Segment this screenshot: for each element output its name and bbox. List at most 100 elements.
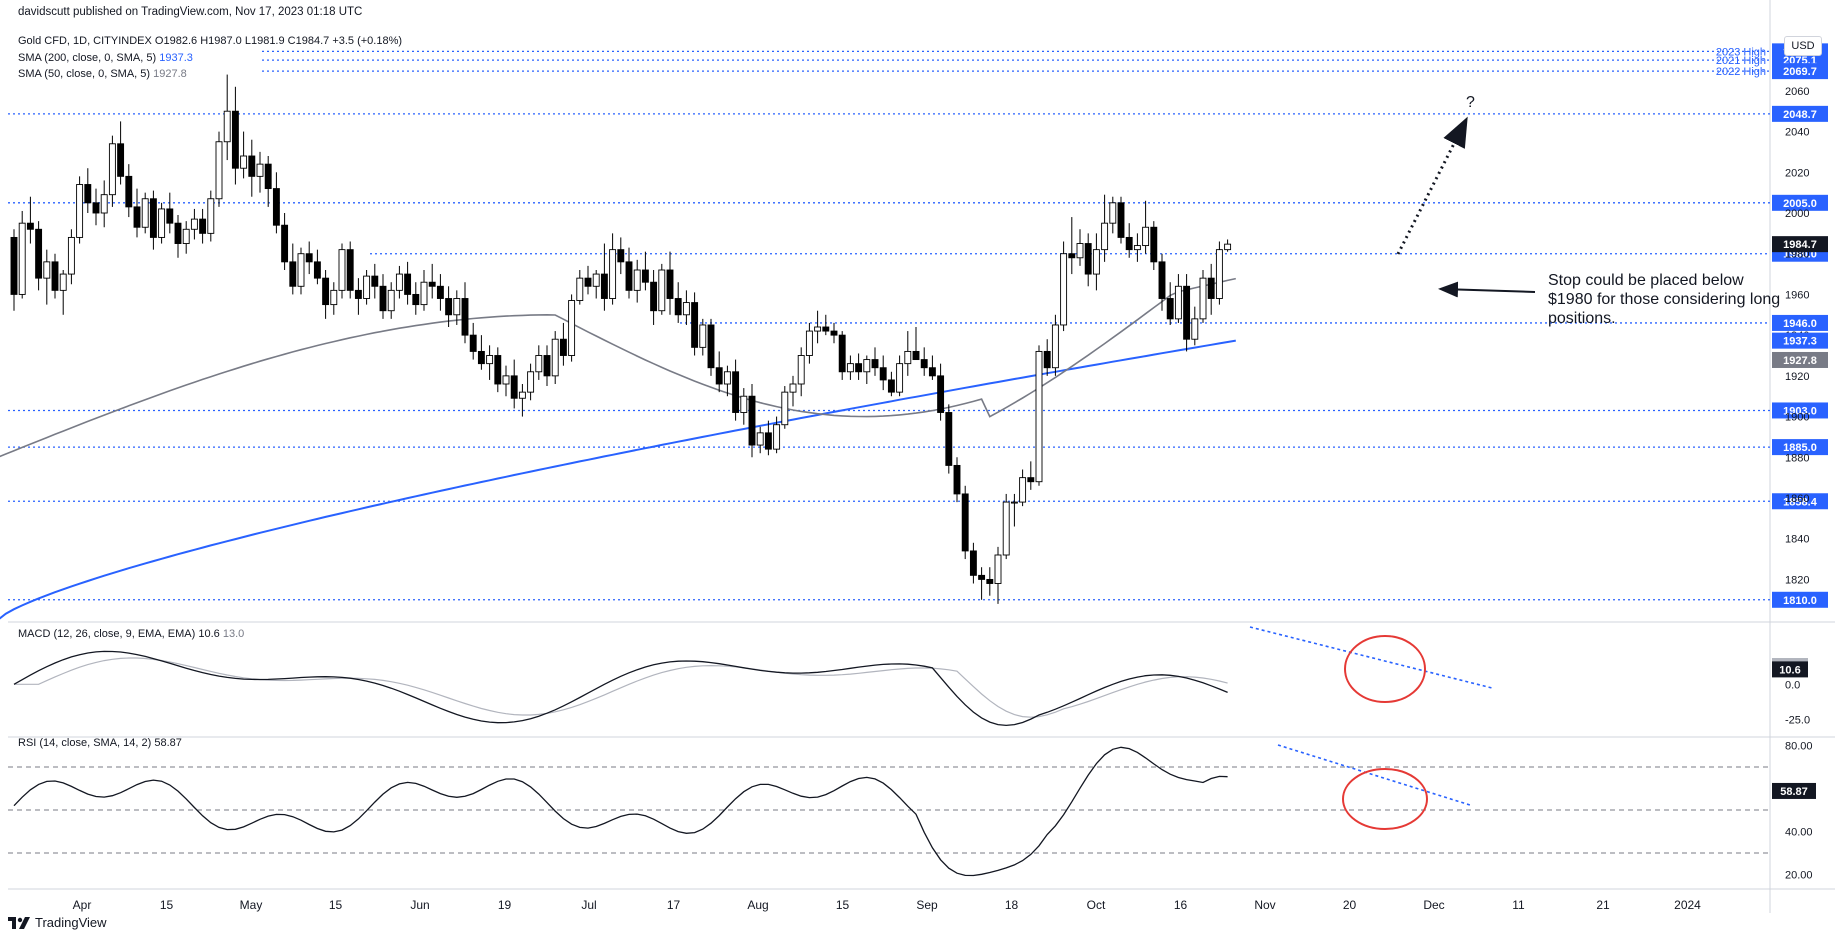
price-tag-text: 1937.3 xyxy=(1783,336,1817,348)
ohlc-close: C1984.7 xyxy=(287,35,330,47)
candle-body xyxy=(871,359,879,369)
x-tick-label: Nov xyxy=(1254,898,1275,912)
level-tag-text: 1903.0 xyxy=(1783,405,1817,417)
candle-body xyxy=(1019,477,1027,503)
candle-body xyxy=(133,206,141,228)
candle-body xyxy=(961,493,969,552)
x-tick-label: Sep xyxy=(916,898,938,912)
macd-signal-line xyxy=(14,657,1228,718)
candle-body xyxy=(1117,202,1125,238)
candle-body xyxy=(658,269,666,312)
candle-body xyxy=(633,269,641,291)
candle-body xyxy=(1191,318,1199,340)
level-label: 2021 High xyxy=(1716,55,1766,67)
candle-body xyxy=(559,338,567,356)
candle-body xyxy=(297,253,305,287)
candle-body xyxy=(797,355,805,385)
candle-body xyxy=(928,367,936,377)
x-tick-label: Apr xyxy=(73,898,92,912)
candle-body xyxy=(740,395,748,413)
sma50-path xyxy=(0,277,1236,458)
candle-body xyxy=(92,202,100,214)
candle-body xyxy=(1084,243,1092,275)
y-tick-label: 1840 xyxy=(1785,534,1809,546)
candle-body xyxy=(363,275,371,299)
currency-button[interactable]: USD xyxy=(1784,36,1822,56)
symbol-name: Gold CFD, 1D, CITYINDEX xyxy=(18,35,152,47)
x-tick-label: 15 xyxy=(329,898,343,912)
sma50-legend[interactable]: SMA (50, close, 0, SMA, 5) 1927.8 xyxy=(18,68,187,80)
candle-body xyxy=(182,228,190,244)
tradingview-logo-icon xyxy=(8,916,30,929)
level-tag xyxy=(1772,493,1828,510)
candle-body xyxy=(855,363,863,373)
candle-body xyxy=(699,324,707,348)
y-tick-label: 2060 xyxy=(1785,86,1809,98)
candle-body xyxy=(1150,226,1158,263)
rsi-value-tag xyxy=(1772,782,1816,799)
candle-body xyxy=(51,261,59,291)
candle-body xyxy=(674,298,682,316)
candle-body xyxy=(1051,324,1059,369)
macd-value: 10.6 xyxy=(198,628,220,640)
level-tag xyxy=(1772,314,1828,331)
candle-body xyxy=(551,338,559,377)
candle-body xyxy=(846,363,854,373)
y-tick-label: 2040 xyxy=(1785,127,1809,139)
macd-trendline xyxy=(1249,626,1493,689)
sma200-label: SMA (200, close, 0, SMA, 5) xyxy=(18,52,157,64)
candle-body xyxy=(896,363,904,393)
x-tick-label: Oct xyxy=(1087,898,1106,912)
level-tag-text: 1810.0 xyxy=(1783,595,1817,607)
candle-body xyxy=(879,367,887,381)
level-tag-text: 1885.0 xyxy=(1783,442,1817,454)
y-tick-label: 2020 xyxy=(1785,167,1809,179)
x-tick-label: 11 xyxy=(1512,898,1525,912)
sma200-legend[interactable]: SMA (200, close, 0, SMA, 5) 1937.3 xyxy=(18,52,193,64)
candle-body xyxy=(190,218,198,230)
candle-body xyxy=(887,379,895,393)
price-tag xyxy=(1772,351,1828,368)
candle-body xyxy=(199,218,207,234)
question-annotation: ? xyxy=(1466,94,1475,111)
candle-body xyxy=(543,355,551,377)
candle-body xyxy=(584,277,592,287)
level-tag xyxy=(1772,194,1828,211)
candle-body xyxy=(994,554,1002,584)
rsi-legend[interactable]: RSI (14, close, SMA, 14, 2) 58.87 xyxy=(18,737,182,749)
candle-body xyxy=(477,350,485,365)
macd-label: MACD (12, 26, close, 9, EMA, EMA) xyxy=(18,628,196,640)
candle-body xyxy=(35,228,43,279)
candle-body xyxy=(535,355,543,373)
level-tag-text: 1946.0 xyxy=(1783,318,1817,330)
candle-body xyxy=(600,273,608,299)
y-tick-label: 2000 xyxy=(1785,208,1809,220)
level-label: 2023 High xyxy=(1716,46,1766,58)
tradingview-logo[interactable]: TradingView xyxy=(8,915,107,930)
candle-body xyxy=(264,163,272,190)
candle-body xyxy=(1125,236,1133,251)
macd-signal-value: 13.0 xyxy=(222,628,245,640)
candle-body xyxy=(510,375,518,399)
tradingview-brand: TradingView xyxy=(35,915,107,930)
ohlc-low: L1981.9 xyxy=(244,35,285,47)
candle-body xyxy=(682,302,690,316)
rsi-trendline xyxy=(1277,744,1471,806)
candle-body xyxy=(207,198,215,234)
macd-legend[interactable]: MACD (12, 26, close, 9, EMA, EMA) 10.6 1… xyxy=(18,628,244,640)
candle-body xyxy=(379,285,387,312)
candle-body xyxy=(1183,285,1191,340)
rsi-y-tick: 80.00 xyxy=(1785,741,1813,753)
candle-body xyxy=(436,285,444,299)
candle-body xyxy=(805,330,813,356)
candle-body xyxy=(84,184,92,204)
candle-body xyxy=(395,273,403,291)
candle-body xyxy=(527,371,535,393)
candle-body xyxy=(781,391,789,426)
x-tick-label: Jul xyxy=(581,898,596,912)
candle-body xyxy=(59,273,67,291)
candle-body xyxy=(715,367,723,385)
candle-body xyxy=(428,281,436,287)
x-tick-label: 20 xyxy=(1343,898,1357,912)
